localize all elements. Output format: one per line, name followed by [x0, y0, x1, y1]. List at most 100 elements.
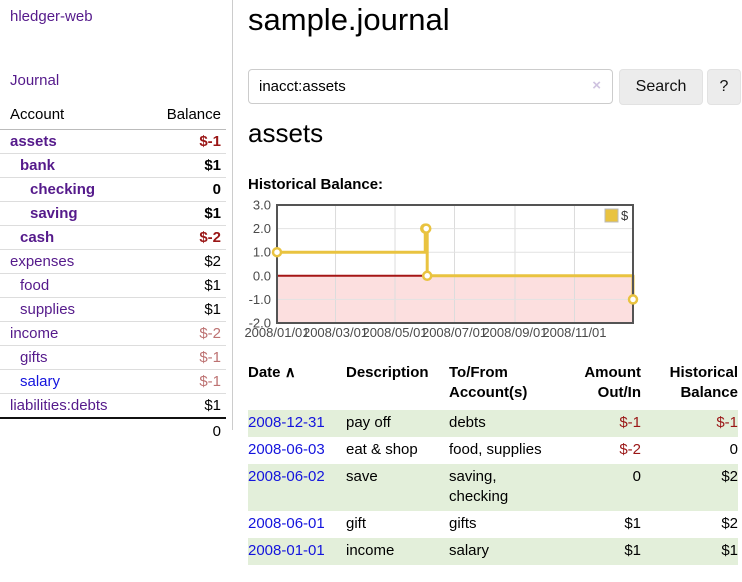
accounts-table: Account Balance assets $-1 bank $1 checking 0…	[0, 103, 226, 444]
col-historical-balance: Historical Balance	[669, 364, 738, 401]
sort-ascending-icon[interactable]: ∧	[284, 364, 296, 381]
chart-title: Historical Balance:	[248, 176, 384, 193]
accounts-col-account: Account	[0, 103, 146, 130]
transaction-historical-balance: $1	[721, 542, 738, 559]
svg-text:2.0: 2.0	[253, 221, 271, 236]
account-balance: $-2	[145, 321, 226, 346]
transaction-date-link[interactable]: 2008-01-01	[248, 542, 325, 559]
col-date[interactable]: Date ∧	[248, 363, 346, 410]
search-input-wrap: ×	[248, 69, 613, 104]
page-title: sample.journal	[248, 2, 450, 37]
account-balance: $-1	[145, 369, 226, 394]
account-heading: assets	[248, 118, 324, 148]
register-row: 2008-12-31 pay off debts $-1 $-1	[248, 410, 738, 437]
account-row: assets $-1	[0, 129, 226, 154]
transaction-historical-balance: $2	[721, 468, 738, 485]
col-tofrom-accounts: To/From Account(s)	[449, 364, 528, 401]
account-balance: $1	[145, 393, 226, 419]
transaction-accounts: gifts	[449, 515, 477, 532]
accounts-header-row: Account Balance	[0, 103, 226, 130]
register-header-row: Date ∧ Description To/From Account(s) Am…	[248, 363, 738, 410]
account-row: bank $1	[0, 153, 226, 178]
account-link[interactable]: cash	[20, 229, 55, 246]
register-row: 2008-06-02 save saving, checking 0 $2	[248, 464, 738, 511]
account-link[interactable]: assets	[10, 133, 57, 150]
account-balance: $1	[145, 297, 226, 322]
transaction-description: gift	[346, 515, 367, 532]
historical-balance-chart: $3.0 2.0 1.0 0.0 -1.0 -2.02008/01/012008/03/0…	[244, 198, 639, 340]
accounts-total-value: 0	[145, 417, 226, 444]
account-link[interactable]: expenses	[10, 253, 75, 270]
account-link[interactable]: salary	[20, 373, 61, 390]
transaction-description: eat & shop	[346, 441, 418, 458]
sidebar-item-journal[interactable]: Journal	[10, 72, 60, 89]
transaction-amount: $1	[624, 542, 641, 559]
transaction-amount: $-2	[619, 441, 641, 458]
account-link[interactable]: bank	[20, 157, 56, 174]
transaction-accounts: debts	[449, 414, 486, 431]
account-balance: $1	[145, 273, 226, 298]
transaction-historical-balance: $2	[721, 515, 738, 532]
account-link[interactable]: supplies	[20, 301, 76, 318]
account-balance: $2	[145, 249, 226, 274]
account-row: salary $-1	[0, 369, 226, 394]
svg-text:-2.0: -2.0	[249, 316, 271, 331]
account-link[interactable]: saving	[30, 205, 78, 222]
transaction-accounts: saving, checking	[449, 468, 509, 505]
accounts-col-balance: Balance	[145, 103, 226, 130]
account-link[interactable]: food	[20, 277, 50, 294]
svg-text:2008/03/01: 2008/03/01	[303, 325, 368, 340]
accounts-total-row: 0	[0, 417, 226, 444]
brand-link[interactable]: hledger-web	[10, 8, 93, 25]
transaction-amount: 0	[632, 468, 641, 485]
account-link[interactable]: liabilities:debts	[10, 397, 108, 414]
svg-text:2008/07/01: 2008/07/01	[422, 325, 487, 340]
account-row: saving $1	[0, 201, 226, 226]
search-button[interactable]: Search	[619, 69, 703, 105]
svg-text:0.0: 0.0	[253, 268, 271, 283]
transaction-date-link[interactable]: 2008-06-03	[248, 441, 325, 458]
account-row: income $-2	[0, 321, 226, 346]
account-balance: $1	[145, 201, 226, 226]
transaction-historical-balance: $-1	[716, 414, 738, 431]
account-balance: $-1	[145, 345, 226, 370]
transaction-date-link[interactable]: 2008-06-01	[248, 515, 325, 532]
svg-text:2008/05/01: 2008/05/01	[362, 325, 427, 340]
search-input[interactable]	[248, 69, 613, 104]
account-row: cash $-2	[0, 225, 226, 250]
clear-search-icon[interactable]: ×	[592, 77, 601, 94]
account-row: gifts $-1	[0, 345, 226, 370]
svg-text:2008/09/01: 2008/09/01	[482, 325, 547, 340]
col-description: Description	[346, 364, 429, 381]
transaction-accounts: food, supplies	[449, 441, 542, 458]
account-link[interactable]: checking	[30, 181, 96, 198]
register-row: 2008-06-03 eat & shop food, supplies $-2 0	[248, 437, 738, 464]
accounts-body: assets $-1 bank $1 checking 0 saving $1 cash $-2 e…	[0, 129, 226, 419]
account-balance: 0	[145, 177, 226, 202]
register-row: 2008-06-01 gift gifts $1 $2	[248, 511, 738, 538]
account-balance: $1	[145, 153, 226, 178]
register-row: 2008-01-01 income salary $1 $1	[248, 538, 738, 565]
transaction-historical-balance: 0	[729, 441, 738, 458]
sidebar-divider	[232, 0, 233, 430]
account-row: food $1	[0, 273, 226, 298]
svg-text:$: $	[621, 208, 629, 223]
svg-text:3.0: 3.0	[253, 198, 271, 213]
account-row: liabilities:debts $1	[0, 393, 226, 419]
transaction-description: income	[346, 542, 395, 559]
transaction-date-link[interactable]: 2008-06-02	[248, 468, 325, 485]
account-row: supplies $1	[0, 297, 226, 322]
svg-text:1.0: 1.0	[253, 245, 271, 260]
svg-text:-1.0: -1.0	[249, 292, 271, 307]
help-button[interactable]: ?	[707, 69, 741, 105]
svg-text:2008/01/01: 2008/01/01	[244, 325, 309, 340]
transaction-amount: $1	[624, 515, 641, 532]
register-table: Date ∧ Description To/From Account(s) Am…	[248, 363, 738, 565]
account-balance: $-2	[145, 225, 226, 250]
svg-text:2008/11/01: 2008/11/01	[542, 325, 606, 340]
account-link[interactable]: gifts	[20, 349, 48, 366]
transaction-description: pay off	[346, 414, 391, 431]
account-link[interactable]: income	[10, 325, 59, 342]
transaction-date-link[interactable]: 2008-12-31	[248, 414, 325, 431]
transaction-amount: $-1	[619, 414, 641, 431]
